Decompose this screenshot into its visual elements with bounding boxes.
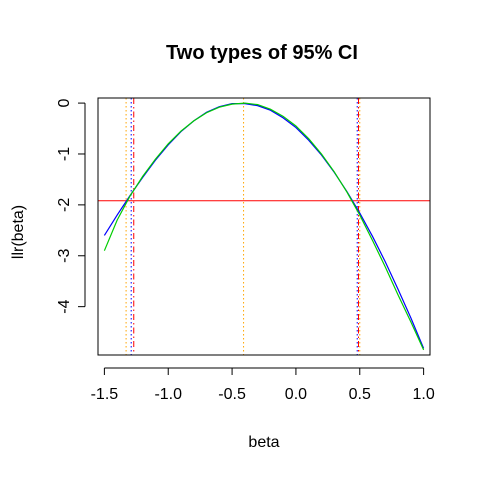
plot-frame — [98, 98, 430, 355]
x-tick-label: 1.0 — [412, 386, 434, 403]
y-tick-label: -3 — [56, 249, 73, 263]
y-axis-label: llr(beta) — [10, 205, 27, 259]
y-tick-label: 0 — [56, 99, 73, 108]
y-tick-label: -1 — [56, 147, 73, 161]
y-axis: 0 -1 -2 -3 -4 — [56, 99, 85, 314]
series-line — [104, 103, 423, 350]
x-tick-label: -1.0 — [154, 386, 182, 403]
x-axis: -1.5 -1.0 -0.5 0.0 0.5 1.0 — [91, 368, 435, 403]
y-tick-label: -4 — [56, 299, 73, 313]
chart-title: Two types of 95% CI — [166, 42, 358, 64]
x-axis-label: beta — [248, 434, 279, 451]
plot-area — [98, 98, 430, 355]
series-line — [104, 104, 423, 349]
y-tick-label: -2 — [56, 198, 73, 212]
x-tick-label: 0.0 — [285, 386, 307, 403]
x-tick-label: -0.5 — [218, 386, 246, 403]
x-tick-label: -1.5 — [91, 386, 119, 403]
x-tick-label: 0.5 — [349, 386, 371, 403]
